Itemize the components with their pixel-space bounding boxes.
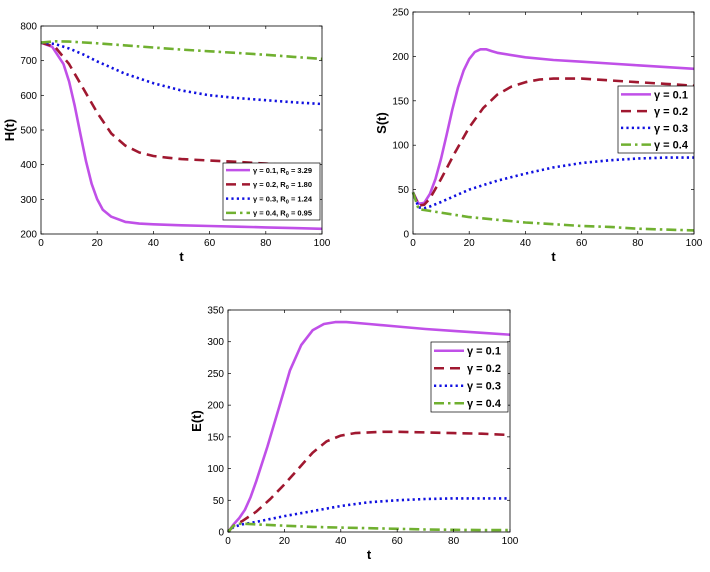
x-tick-label: 100 <box>502 536 519 547</box>
x-axis-label: t <box>179 249 184 264</box>
chart-H: 0 20 40 60 80 100 200 300 400 500 600 700 800 t H(t) γ … <box>2 22 331 265</box>
y-tick-label: 100 <box>207 464 224 475</box>
legend: γ = 0.1 γ = 0.2 γ = 0.3 γ = 0.4 <box>617 85 695 154</box>
x-tick-label: 20 <box>92 238 104 249</box>
series-line-3 <box>411 156 694 210</box>
series-line-1 <box>411 48 695 206</box>
y-tick-label: 600 <box>20 91 37 102</box>
legend-box <box>617 85 695 154</box>
x-tick-label: 40 <box>335 536 347 547</box>
x-axis-label: t <box>367 547 372 562</box>
y-tick-label: 400 <box>20 160 37 171</box>
legend-label-1: γ = 0.1 <box>467 346 501 358</box>
y-axis-label: H(t) <box>2 119 17 141</box>
series-line-1 <box>226 320 511 533</box>
y-tick-label: 0 <box>218 528 224 539</box>
x-tick-label: 40 <box>520 238 532 249</box>
series-line-1 <box>40 41 323 231</box>
y-axis-label: S(t) <box>374 112 389 134</box>
x-axis-label: t <box>551 249 556 264</box>
legend-label-3: γ = 0.3 <box>467 381 501 393</box>
y-tick-label: 350 <box>207 306 224 317</box>
series-line-4 <box>40 40 323 61</box>
y-tick-label: 0 <box>403 230 409 241</box>
legend: γ = 0.1 γ = 0.2 γ = 0.3 γ = 0.4 <box>430 341 509 413</box>
chart-E: 0 20 40 60 80 100 0 50 100 150 200 250 300 350 t E(t) γ … <box>189 306 519 563</box>
y-tick-label: 500 <box>20 126 37 137</box>
plot-frame <box>227 309 511 533</box>
y-tick-label: 150 <box>207 432 224 443</box>
x-tick-label: 100 <box>686 238 703 249</box>
x-tick-label: 80 <box>260 238 272 249</box>
y-tick-label: 200 <box>207 401 224 412</box>
x-tick-label: 20 <box>279 536 291 547</box>
legend-label-3: γ = 0.3 <box>654 123 688 135</box>
y-tick-label: 800 <box>20 22 37 33</box>
x-tick-label: 80 <box>632 238 644 249</box>
y-tick-label: 250 <box>392 8 409 19</box>
series-line-4 <box>411 191 695 232</box>
y-tick-label: 200 <box>20 230 37 241</box>
x-tick-label: 40 <box>148 238 160 249</box>
y-tick-label: 100 <box>392 141 409 152</box>
series-line-3 <box>227 497 510 533</box>
series-line-2 <box>411 77 695 207</box>
y-tick-label: 300 <box>207 337 224 348</box>
x-tick-label: 60 <box>576 238 588 249</box>
legend-label-4: γ = 0.4 <box>467 398 502 410</box>
y-tick-label: 50 <box>213 496 225 507</box>
legend-box <box>430 341 509 413</box>
x-tick-label: 60 <box>392 536 404 547</box>
legend: γ = 0.1, R0 = 3.29 γ = 0.2, R0 = 1.80 γ = … <box>222 162 321 221</box>
legend-label-4: γ = 0.4 <box>654 140 689 152</box>
series-line-4 <box>227 522 510 533</box>
y-tick-label: 50 <box>398 185 410 196</box>
legend-label-4: γ = 0.4, R0 = 0.95 <box>253 209 312 220</box>
x-tick-label: 20 <box>464 238 476 249</box>
x-tick-label: 100 <box>314 238 331 249</box>
y-axis-label: E(t) <box>189 410 204 432</box>
legend-box <box>222 162 321 221</box>
y-tick-label: 200 <box>392 52 409 63</box>
y-tick-label: 700 <box>20 56 37 67</box>
y-tick-label: 250 <box>207 369 224 380</box>
x-tick-label: 0 <box>38 238 44 249</box>
legend-label-1: γ = 0.1, R0 = 3.29 <box>253 166 312 177</box>
x-tick-label: 0 <box>410 238 416 249</box>
y-tick-label: 300 <box>20 195 37 206</box>
y-tick-label: 150 <box>392 96 409 107</box>
legend-label-2: γ = 0.2, R0 = 1.80 <box>253 180 312 191</box>
x-tick-label: 60 <box>204 238 216 249</box>
series-line-2 <box>227 430 511 533</box>
legend-label-2: γ = 0.2 <box>467 363 501 375</box>
series-line-3 <box>40 41 323 106</box>
x-tick-label: 80 <box>448 536 460 547</box>
legend-label-3: γ = 0.3, R0 = 1.24 <box>253 194 313 205</box>
x-tick-label: 0 <box>225 536 231 547</box>
legend-label-2: γ = 0.2 <box>654 106 688 118</box>
legend-label-1: γ = 0.1 <box>654 89 688 101</box>
